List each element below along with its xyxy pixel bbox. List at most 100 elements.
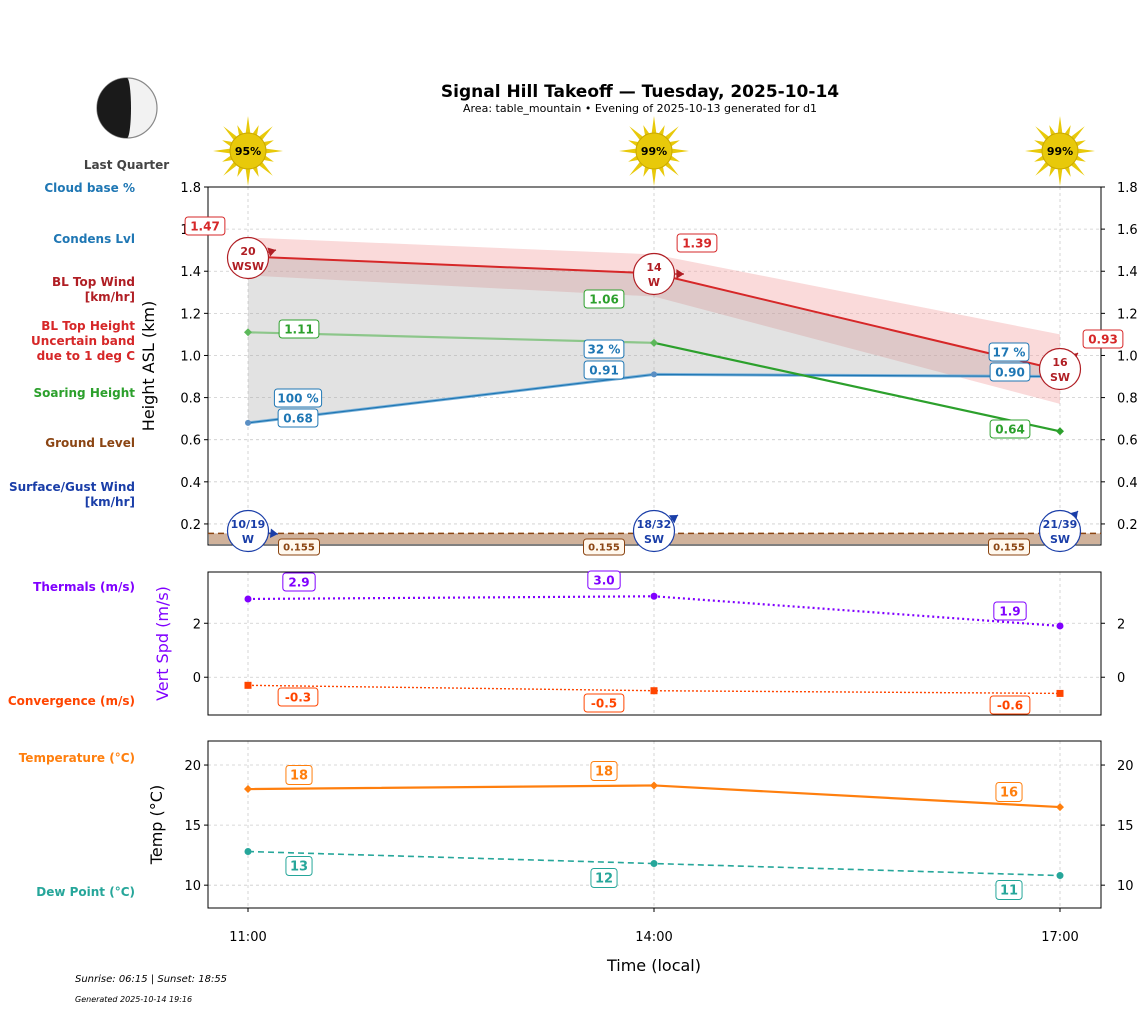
vert-ytick-label: 2 — [193, 617, 201, 632]
sun-ray — [629, 161, 644, 176]
sun-ray — [223, 126, 238, 141]
marks-layer — [207, 116, 1102, 909]
surface-wind-circle — [1038, 509, 1082, 553]
sun-disc — [635, 132, 673, 170]
condens-point — [651, 371, 657, 378]
vert-frame — [207, 571, 1102, 716]
thermals-label: 3.0 — [593, 573, 614, 587]
main-ytick-label: 0.6 — [180, 434, 201, 449]
condens-label: 0.90 — [995, 365, 1025, 379]
temp-ytick-label-right: 20 — [1117, 759, 1134, 774]
sun-ray — [628, 155, 639, 162]
dewpoint-label: 11 — [1000, 884, 1018, 899]
sun-ray — [265, 148, 283, 154]
bl-wind-speed: 14 — [646, 261, 662, 274]
convergence-label: -0.3 — [285, 690, 311, 704]
thermals-label: 1.9 — [999, 604, 1020, 618]
sun-ray — [258, 161, 273, 176]
main-ytick-label-right: 1.4 — [1117, 265, 1138, 280]
cloud-base-label: 17 % — [993, 345, 1026, 359]
sun-ray — [222, 140, 233, 147]
bl-wind-direction: SW — [1050, 371, 1070, 384]
ground-label-box — [278, 538, 320, 556]
vert-ytick-label: 0 — [193, 671, 201, 686]
condens-label-box — [277, 408, 319, 428]
sun-disc — [1041, 132, 1079, 170]
vert-ytick-label-right: 0 — [1117, 671, 1125, 686]
temperature-label-box — [285, 765, 313, 785]
sun-ray — [223, 161, 238, 176]
main-ytick-label: 1.4 — [180, 265, 201, 280]
ground-label: 0.155 — [993, 543, 1025, 554]
thermals-label: 2.9 — [288, 575, 309, 589]
temp-ytick-label: 10 — [184, 879, 201, 894]
surface-wind-direction: SW — [1050, 533, 1070, 546]
main-ytick-label-right: 1.0 — [1117, 349, 1138, 364]
surface-wind-speed: 10/19 — [231, 518, 266, 531]
temperature-label: 16 — [1000, 786, 1018, 801]
temperature-label-box — [995, 782, 1023, 802]
main-ytick-label: 0.8 — [180, 392, 201, 407]
dewpoint-point — [650, 860, 658, 868]
soaring-label-box — [583, 289, 625, 309]
dewpoint-line — [247, 850, 1061, 877]
sun-ray — [629, 126, 644, 141]
sun-ray — [651, 116, 657, 134]
chart-title: Signal Hill Takeoff — Tuesday, 2025-10-1… — [440, 82, 840, 102]
temp-ytick-label-right: 10 — [1117, 879, 1134, 894]
sun-ray — [263, 155, 274, 162]
bl-top-label-box — [184, 216, 226, 236]
condens-point — [245, 419, 251, 426]
soaring-line-segment-2 — [653, 341, 1061, 433]
sun-ray — [664, 161, 679, 176]
main-ytick-label-right: 0.6 — [1117, 434, 1138, 449]
sun-ray — [1075, 140, 1086, 147]
thermals-label-box — [282, 572, 316, 592]
sun-icon — [213, 116, 283, 186]
main-ytick-label: 1.8 — [180, 181, 201, 196]
sun-ray — [669, 155, 680, 162]
dewpoint-point — [244, 848, 252, 856]
condens-label: 0.68 — [283, 411, 313, 425]
temp-ytick-label-right: 15 — [1117, 819, 1134, 834]
sun-ray — [237, 166, 244, 177]
bl-wind-direction: W — [648, 276, 660, 289]
sun-ray — [1049, 166, 1056, 177]
sun-ray — [1070, 161, 1085, 176]
row-label-ground: Ground Level — [45, 436, 135, 450]
sun-ray — [252, 125, 259, 136]
sun-ray — [1034, 140, 1045, 147]
cloud-base-label-box — [273, 388, 323, 408]
ground-label: 0.155 — [283, 543, 315, 554]
sun-ray — [1035, 126, 1050, 141]
thermals-point — [1056, 622, 1064, 630]
sun-ray — [1034, 155, 1045, 162]
sun-ray — [643, 166, 650, 177]
bl-wind-circle — [1038, 347, 1082, 391]
condens-label: 0.91 — [589, 363, 619, 377]
bl-wind-speed: 16 — [1052, 356, 1068, 369]
chart-subtitle: Area: table_mountain • Evening of 2025-1… — [463, 102, 817, 115]
sun-ray — [664, 126, 679, 141]
main-ytick-label-right: 1.6 — [1117, 223, 1138, 238]
temperature-label-box — [590, 761, 618, 781]
bl-top-label: 1.47 — [190, 219, 220, 233]
sun-ray — [671, 148, 689, 154]
thermals-label-box — [993, 601, 1027, 621]
sun-ray — [237, 125, 244, 136]
sun-ray — [619, 148, 637, 154]
sun-disc — [229, 132, 267, 170]
thermals-point — [244, 595, 252, 603]
soaring-point — [1056, 427, 1064, 436]
temperature-point — [650, 781, 658, 790]
bl-wind-circle — [632, 252, 676, 296]
row-label-bl-height: BL Top Height — [41, 319, 135, 333]
bl-wind-circle — [226, 236, 270, 280]
main-ytick-label: 0.2 — [180, 518, 201, 533]
main-ytick-label-right: 1.8 — [1117, 181, 1138, 196]
sun-ray — [258, 126, 273, 141]
row-label-bl-height: Uncertain band — [31, 334, 135, 348]
ground-label: 0.155 — [588, 543, 620, 554]
bl-wind-arrow-icon — [267, 247, 276, 257]
convergence-label-box — [989, 695, 1031, 715]
